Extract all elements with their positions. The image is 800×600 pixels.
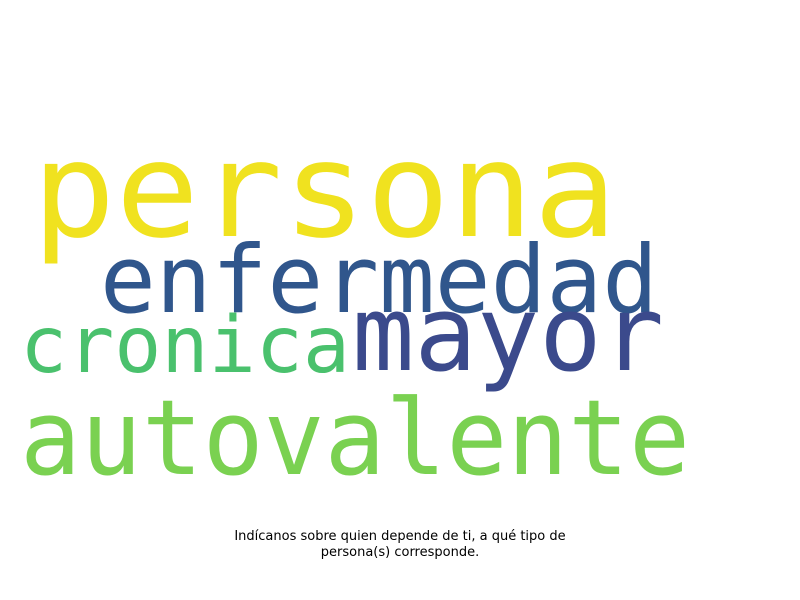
word-cloud: persona enfermedad mayor cronica autoval… — [20, 114, 690, 499]
word-enfermedad: enfermedad — [100, 226, 658, 335]
caption-line-2: persona(s) corresponde. — [320, 545, 480, 560]
word-autovalente: autovalente — [20, 377, 690, 499]
caption-line-1: Indícanos sobre quien depende de ti, a q… — [234, 529, 566, 544]
word-mayor: mayor — [352, 273, 664, 395]
word-cloud-canvas: persona enfermedad mayor cronica autoval… — [20, 114, 690, 499]
word-cronica: cronica — [20, 301, 350, 391]
caption: Indícanos sobre quien depende de ti, a q… — [200, 529, 600, 561]
word-persona: persona — [32, 114, 617, 268]
